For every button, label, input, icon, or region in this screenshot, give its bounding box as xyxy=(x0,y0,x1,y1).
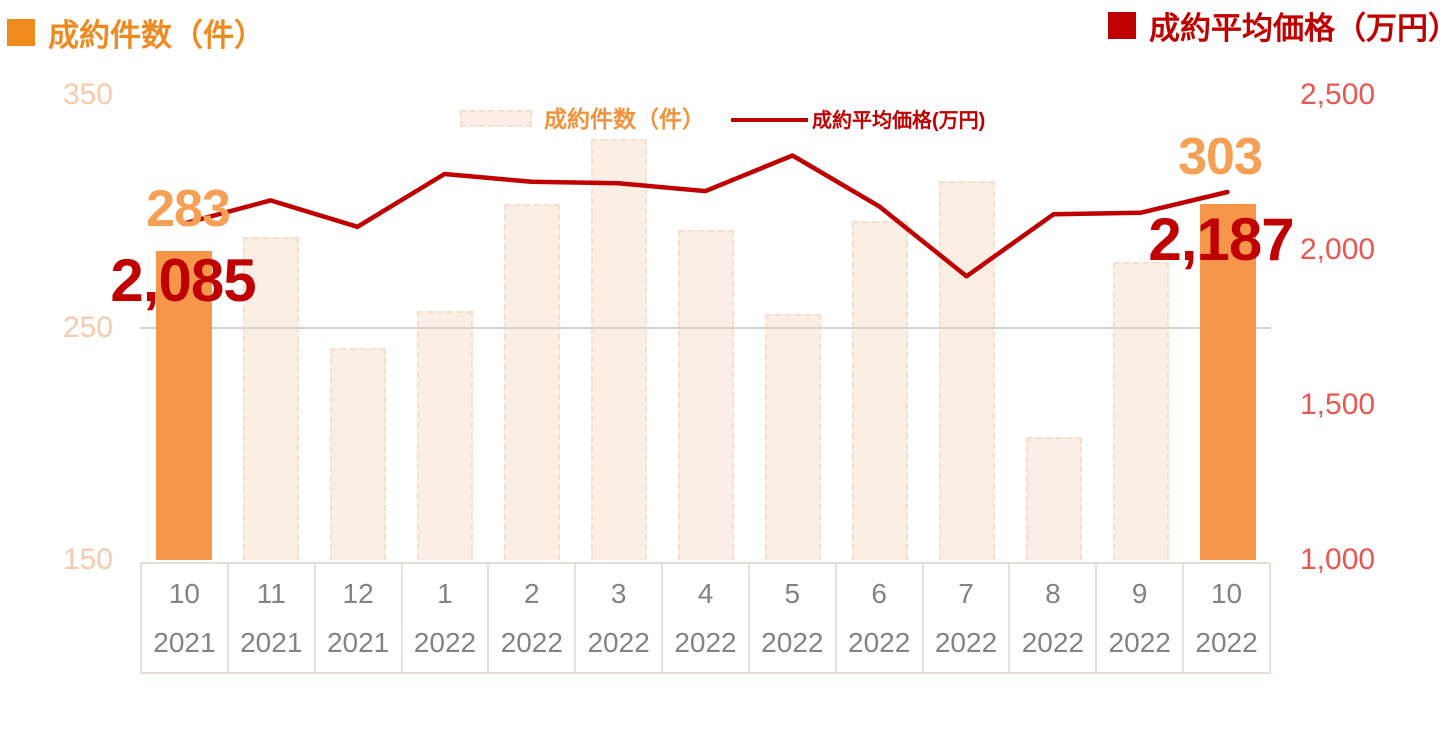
x-axis-month-label: 9 xyxy=(1131,577,1148,609)
bar-slot-6-2022 xyxy=(836,95,923,560)
price-line-series xyxy=(181,153,1230,279)
bar-7-2022 xyxy=(938,181,995,560)
bar-5-2022 xyxy=(764,313,821,560)
x-axis-year-label: 2022 xyxy=(587,626,650,658)
x-axis-cell-1-2022: 1 2022 xyxy=(400,564,488,672)
x-axis-cell-11-2021: 11 2021 xyxy=(226,564,314,672)
x-axis-month-label: 6 xyxy=(871,577,887,609)
bar-slot-3-2022 xyxy=(575,95,662,560)
x-axis-year-label: 2022 xyxy=(848,626,911,658)
bar-slot-5-2022 xyxy=(749,95,836,560)
x-axis-cell-9-2022: 9 2022 xyxy=(1095,564,1182,672)
bar-slot-7-2022 xyxy=(923,95,1010,560)
bar-slot-11-2021 xyxy=(227,95,314,560)
bar-series xyxy=(140,95,1271,560)
right-axis-title: 成約平均価格（万円） xyxy=(1108,3,1440,48)
x-axis-month-label: 10 xyxy=(168,577,200,609)
legend-bar-swatch-icon xyxy=(460,110,532,127)
x-axis-year-label: 2022 xyxy=(934,626,998,658)
left-axis-title: 成約件数（件） xyxy=(7,10,265,55)
bar-6-2022 xyxy=(851,220,908,560)
data-label-bar-first: 283 xyxy=(146,180,231,238)
x-axis-cell-8-2022: 8 2022 xyxy=(1008,564,1095,672)
bar-slot-10-2022 xyxy=(1184,95,1271,560)
bar-11-2021 xyxy=(242,236,299,560)
left-axis-tick-250: 250 xyxy=(62,310,113,344)
x-axis-month-label: 11 xyxy=(256,577,286,609)
x-axis-month-label: 2 xyxy=(524,577,540,609)
bar-slot-1-2022 xyxy=(401,95,488,560)
bar-4-2022 xyxy=(677,229,734,560)
right-axis-tick-2,500: 2,500 xyxy=(1300,78,1376,111)
red-square-icon xyxy=(1108,12,1136,39)
x-axis-month-label: 10 xyxy=(1210,577,1243,609)
x-axis-cell-5-2022: 5 2022 xyxy=(747,564,835,672)
bar-10-2021 xyxy=(155,250,212,560)
bar-slot-10-2021 xyxy=(140,95,227,560)
x-axis-year-label: 2022 xyxy=(1195,626,1258,658)
x-axis-year-label: 2022 xyxy=(500,626,563,658)
x-axis-year-label: 2021 xyxy=(153,626,216,658)
x-axis-cell-6-2022: 6 2022 xyxy=(834,564,922,672)
x-axis-cell-7-2022: 7 2022 xyxy=(921,564,1009,672)
bar-12-2021 xyxy=(329,348,386,560)
x-axis-year-label: 2022 xyxy=(674,626,737,658)
bar-9-2022 xyxy=(1112,262,1169,560)
x-axis-year-label: 2022 xyxy=(1021,626,1084,658)
right-axis-title-text: 成約平均価格（万円） xyxy=(1149,11,1440,46)
bar-slot-12-2021 xyxy=(314,95,401,560)
gridline-250 xyxy=(140,326,1271,329)
legend: 成約件数（件） 成約平均価格(万円) xyxy=(0,98,1440,138)
bar-slot-9-2022 xyxy=(1097,95,1184,560)
bar-8-2022 xyxy=(1025,436,1082,560)
bar-slot-2-2022 xyxy=(488,95,575,560)
x-axis-cell-12-2021: 12 2021 xyxy=(313,564,401,672)
data-label-bar-last: 303 xyxy=(1178,128,1263,186)
data-label-line-last: 2,187 xyxy=(1148,206,1294,273)
bar-slot-4-2022 xyxy=(662,95,749,560)
orange-square-icon xyxy=(7,19,35,46)
bar-1-2022 xyxy=(416,311,473,560)
x-axis-month-label: 3 xyxy=(610,577,627,609)
bar-3-2022 xyxy=(590,139,647,560)
x-axis-cell-3-2022: 3 2022 xyxy=(574,564,661,672)
x-axis-year-label: 2022 xyxy=(1108,626,1171,658)
legend-line-label: 成約平均価格(万円) xyxy=(812,110,986,132)
x-axis-month-label: 4 xyxy=(697,577,714,609)
legend-bar-label: 成約件数（件） xyxy=(544,106,705,132)
left-axis-tick-150: 150 xyxy=(62,543,113,576)
right-axis-tick-1,000: 1,000 xyxy=(1300,543,1376,576)
right-axis-tick-2,000: 2,000 xyxy=(1300,233,1376,266)
x-axis-cell-10-2022: 10 2022 xyxy=(1182,564,1269,672)
x-axis-month-label: 8 xyxy=(1045,577,1061,609)
x-axis-year-label: 2021 xyxy=(326,626,390,658)
x-axis-month-label: 7 xyxy=(958,577,974,609)
data-label-line-first: 2,085 xyxy=(110,247,256,314)
bar-slot-8-2022 xyxy=(1010,95,1097,560)
x-axis-cell-4-2022: 4 2022 xyxy=(661,564,748,672)
bar-2-2022 xyxy=(503,204,560,560)
legend-line-swatch-icon xyxy=(731,118,808,122)
price-line xyxy=(181,153,1230,279)
x-axis-cell-10-2021: 10 2021 xyxy=(140,564,227,672)
x-axis-month-label: 1 xyxy=(437,577,453,609)
x-axis-month-label: 5 xyxy=(784,577,801,609)
x-axis-year-label: 2021 xyxy=(240,626,303,658)
x-axis-table: 10 2021 11 2021 12 2021 1 2022 2 2022 3 2022 4 2022 5 2… xyxy=(140,562,1271,674)
x-axis-month-label: 12 xyxy=(342,577,374,609)
left-axis-tick-350: 350 xyxy=(62,78,113,111)
x-axis-cell-2-2022: 2 2022 xyxy=(487,564,574,672)
x-axis-year-label: 2022 xyxy=(413,626,477,658)
bar-10-2022 xyxy=(1199,204,1256,560)
left-axis-title-text: 成約件数（件） xyxy=(48,18,265,53)
right-axis-tick-1,500: 1,500 xyxy=(1300,388,1376,421)
x-axis-year-label: 2022 xyxy=(761,626,824,658)
